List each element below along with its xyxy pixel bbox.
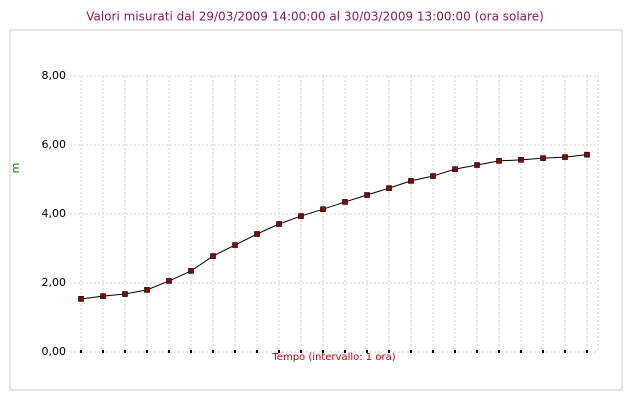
x-tick-dot (300, 350, 302, 353)
x-tick-dot (234, 350, 236, 353)
chart-title: Valori misurati dal 29/03/2009 14:00:00 … (86, 10, 544, 24)
x-tick-dot (80, 350, 82, 353)
point-marker (166, 278, 172, 284)
series-line (80, 154, 588, 300)
point-marker (408, 178, 414, 184)
x-tick-dot (432, 350, 434, 353)
point-marker (364, 192, 370, 198)
x-tick-dot (146, 350, 148, 353)
point-marker (386, 185, 392, 191)
point-marker (232, 242, 238, 248)
point-marker (144, 287, 150, 293)
point-marker (518, 157, 524, 163)
point-marker (122, 291, 128, 297)
point-marker (496, 158, 502, 164)
point-marker (276, 221, 282, 227)
x-tick-dot (102, 350, 104, 353)
x-tick-dot (366, 350, 368, 353)
x-tick-dot (476, 350, 478, 353)
point-marker (452, 166, 458, 172)
y-axis-label: m (9, 163, 22, 174)
point-marker (78, 296, 84, 302)
y-tick-label: 8,00 (42, 69, 67, 82)
y-tick-label: 0,00 (42, 345, 67, 358)
x-tick-dot (542, 350, 544, 353)
x-axis-label: Tempo (intervallo: 1 ora) (271, 352, 395, 363)
x-tick-dot (168, 350, 170, 353)
y-tick-label: 6,00 (42, 138, 67, 151)
y-tick-label: 4,00 (42, 207, 67, 220)
x-tick-dot (322, 350, 324, 353)
point-marker (188, 268, 194, 274)
point-marker (474, 162, 480, 168)
y-tick-label: 2,00 (42, 276, 67, 289)
point-marker (100, 293, 106, 299)
point-marker (254, 231, 260, 237)
point-marker (320, 206, 326, 212)
x-tick-dot (124, 350, 126, 353)
x-tick-dot (278, 350, 280, 353)
point-marker (540, 155, 546, 161)
x-tick-dot (520, 350, 522, 353)
point-marker (584, 151, 590, 158)
x-tick-dot (190, 350, 192, 353)
point-marker (430, 173, 436, 179)
x-tick-dot (256, 350, 258, 353)
x-tick-dot (410, 350, 412, 353)
x-tick-dot (564, 350, 566, 353)
point-marker (342, 199, 348, 205)
point-marker (562, 154, 568, 160)
x-tick-dot (454, 350, 456, 353)
x-tick-dot (388, 350, 390, 353)
x-tick-dot (344, 350, 346, 353)
x-tick-dot (212, 350, 214, 353)
x-tick-dot (586, 350, 588, 353)
chart-frame (9, 29, 623, 391)
x-tick-dot (498, 350, 500, 353)
point-marker (298, 213, 304, 219)
point-marker (210, 253, 216, 259)
